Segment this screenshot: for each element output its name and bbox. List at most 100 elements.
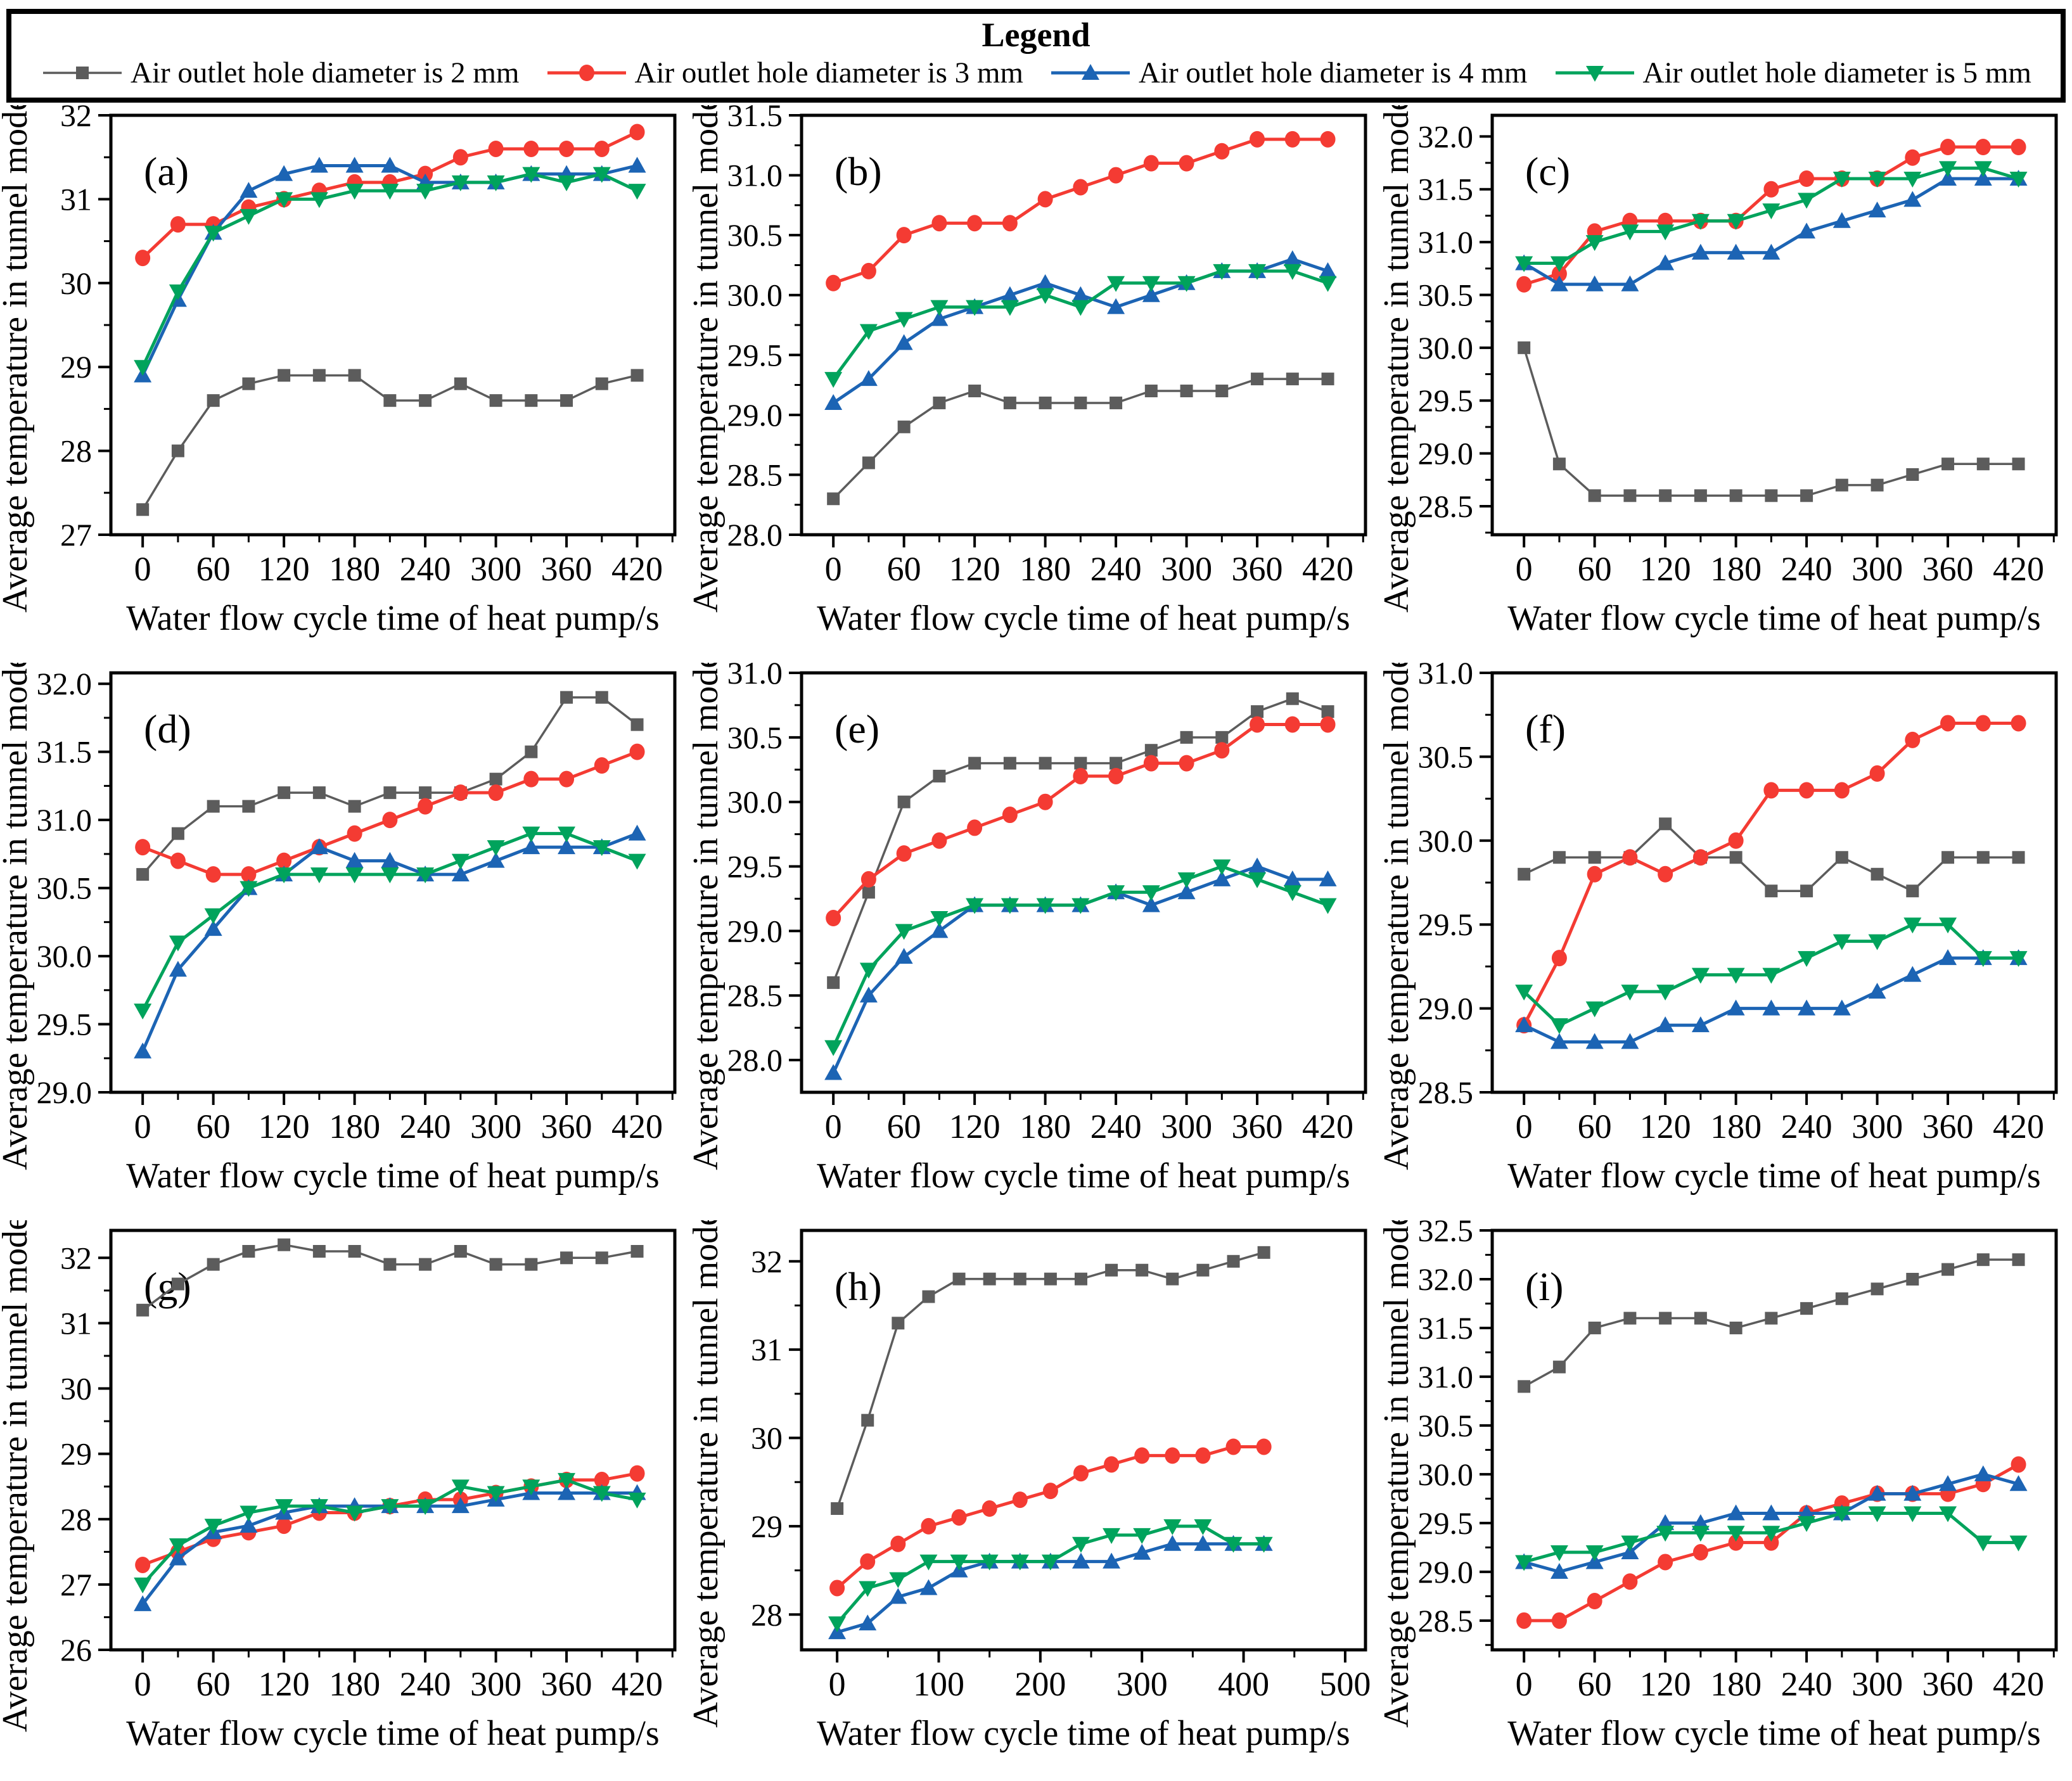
2mm-square-marker-icon xyxy=(1215,385,1229,398)
y-tick-label: 28.5 xyxy=(727,457,783,492)
charts-grid: 27 28 29 30 31 32 0 60 120 180 240 300 360 420 Water f… xyxy=(0,105,2072,1778)
5mm-triangle-down-marker-icon xyxy=(1103,1528,1121,1544)
2mm-square-marker-icon xyxy=(1144,744,1158,757)
3mm-circle-marker-icon xyxy=(523,770,539,788)
5mm-triangle-down-marker-icon xyxy=(2009,1535,2028,1552)
x-tick-label: 240 xyxy=(1781,1665,1832,1703)
x-tick-label: 420 xyxy=(1302,1108,1353,1146)
4mm-triangle-up-marker-icon xyxy=(1319,262,1337,278)
2mm-square-marker-icon xyxy=(1835,478,1848,492)
3mm-circle-marker-icon xyxy=(1551,265,1567,283)
4mm-triangle-up-marker-icon xyxy=(558,838,576,855)
2mm-square-marker-icon xyxy=(595,377,608,390)
2mm-square-marker-icon xyxy=(1871,867,1884,881)
y-tick-label: 31.0 xyxy=(1418,663,1474,691)
2mm-square-marker-icon xyxy=(1074,756,1087,770)
chart-panel-f: 28.5 29.0 29.5 30.0 30.5 31.0 0 60 120 180 240 300 3… xyxy=(1381,663,2072,1220)
5mm-triangle-down-marker-icon xyxy=(1036,288,1054,304)
2mm-square-marker-icon xyxy=(1257,1246,1270,1259)
2mm-square-marker-icon xyxy=(348,800,361,813)
2mm-square-marker-icon xyxy=(595,691,608,704)
3mm-circle-marker-icon xyxy=(1940,139,1956,156)
5mm-triangle-down-marker-icon xyxy=(451,1479,470,1496)
5mm-triangle-down-marker-icon xyxy=(1213,264,1231,280)
y-tick-label: 31.0 xyxy=(37,802,93,838)
5mm-triangle-down-marker-icon xyxy=(1255,1536,1273,1553)
5mm-triangle-down-marker-icon xyxy=(1041,1554,1059,1571)
series-markers-2mm xyxy=(827,373,1334,506)
2mm-square-marker-icon xyxy=(968,385,982,398)
2mm-square-marker-icon xyxy=(1180,731,1193,744)
3mm-circle-marker-icon xyxy=(931,215,947,232)
5mm-triangle-down-marker-icon xyxy=(1798,193,1816,209)
2mm-square-marker-icon xyxy=(1215,731,1229,744)
2mm-square-marker-icon xyxy=(595,1251,608,1265)
legend-box: Legend Air outlet hole diameter is 2 mm A… xyxy=(6,9,2066,103)
4mm-triangle-up-marker-icon xyxy=(1001,286,1019,302)
series-markers-2mm xyxy=(136,369,644,516)
2mm-square-marker-icon xyxy=(2012,851,2025,864)
2mm-square-marker-icon xyxy=(1906,1272,1919,1286)
3mm-circle-marker-icon xyxy=(1012,1491,1028,1509)
2mm-square-marker-icon xyxy=(952,1272,966,1286)
3mm-circle-marker-icon xyxy=(921,1517,937,1535)
2mm-square-marker-icon xyxy=(1659,817,1672,831)
3mm-circle-marker-icon xyxy=(1975,139,1991,156)
4mm-triangle-up-marker-icon xyxy=(628,156,646,173)
3mm-circle-marker-icon xyxy=(1214,742,1230,759)
2mm-square-marker-icon xyxy=(2012,457,2025,471)
5mm-triangle-down-marker-icon xyxy=(1832,934,1851,950)
5mm-triangle-down-marker-icon xyxy=(487,840,505,857)
5mm-triangle-down-marker-icon xyxy=(1515,985,1533,1001)
chart-svg-h: 28 29 30 31 32 0 100 200 300 400 500 Water flow cyc… xyxy=(691,1220,1371,1753)
legend-entry-label: Air outlet hole diameter is 5 mm xyxy=(1642,56,2031,89)
3mm-circle-marker-icon xyxy=(629,124,645,141)
3mm-circle-marker-icon xyxy=(347,825,362,842)
4mm-triangle-up-marker-icon xyxy=(1283,250,1301,266)
4mm-triangle-up-marker-icon xyxy=(1213,870,1231,886)
5mm-triangle-down-marker-icon xyxy=(859,324,878,340)
3mm-circle-marker-icon xyxy=(860,871,876,888)
4mm-triangle-up-marker-icon xyxy=(451,1497,470,1514)
y-tick-label: 29 xyxy=(60,349,92,385)
5mm-triangle-down-marker-icon xyxy=(1832,1506,1851,1522)
2mm-square-marker-icon xyxy=(171,444,184,457)
5mm-triangle-down-marker-icon xyxy=(1727,967,1745,984)
plot-box xyxy=(800,1229,1367,1652)
3mm-circle-marker-icon xyxy=(135,250,151,267)
3mm-circle-marker-icon xyxy=(1320,131,1336,148)
4mm-triangle-up-marker-icon xyxy=(1832,212,1851,228)
4mm-triangle-up-marker-icon xyxy=(240,1517,258,1533)
2mm-square-marker-icon xyxy=(1552,457,1566,471)
2mm-square-marker-icon xyxy=(136,1303,150,1317)
4mm-triangle-up-marker-icon xyxy=(1071,1552,1090,1569)
4mm-triangle-up-marker-icon xyxy=(169,1549,187,1566)
5mm-triangle-down-marker-icon xyxy=(1319,898,1337,914)
5mm-triangle-down-marker-icon xyxy=(628,853,646,870)
x-tick-label: 180 xyxy=(1710,550,1762,588)
2mm-square-marker-icon xyxy=(1871,1282,1884,1296)
5mm-triangle-down-marker-icon xyxy=(204,1519,222,1535)
y-tick-label: 30.5 xyxy=(1418,739,1474,774)
2mm-square-marker-icon xyxy=(489,394,502,407)
2mm-square-marker-icon xyxy=(1800,489,1813,502)
x-tick-label: 0 xyxy=(825,550,842,588)
y-tick-label: 31 xyxy=(60,1305,92,1341)
4mm-triangle-up-marker-icon xyxy=(1550,275,1568,291)
5mm-triangle-down-marker-icon xyxy=(1107,276,1125,292)
3mm-circle-marker-icon xyxy=(382,812,398,829)
y-axis-label: Average temperature in tunnel model/°C xyxy=(0,105,35,613)
series-markers-5mm xyxy=(824,859,1337,1056)
x-tick-label: 100 xyxy=(913,1665,964,1703)
chart-svg-e: 28.0 28.5 29.0 29.5 30.0 30.5 31.0 0 60 120 180 240… xyxy=(691,663,1367,1196)
3mm-circle-marker-icon xyxy=(1516,1612,1532,1629)
5mm-triangle-down-marker-icon xyxy=(919,1554,938,1571)
4mm-triangle-up-marker-icon xyxy=(1283,870,1301,886)
5mm-triangle-down-marker-icon xyxy=(345,867,364,884)
4mm-triangle-up-marker-icon xyxy=(1585,275,1604,291)
5mm-triangle-down-marker-icon xyxy=(1762,1526,1781,1542)
4mm-triangle-up-marker-icon xyxy=(1868,983,1886,999)
x-tick-label: 420 xyxy=(1993,550,2044,588)
2mm-square-marker-icon xyxy=(1623,1312,1637,1325)
2mm-square-marker-icon xyxy=(1871,478,1884,492)
